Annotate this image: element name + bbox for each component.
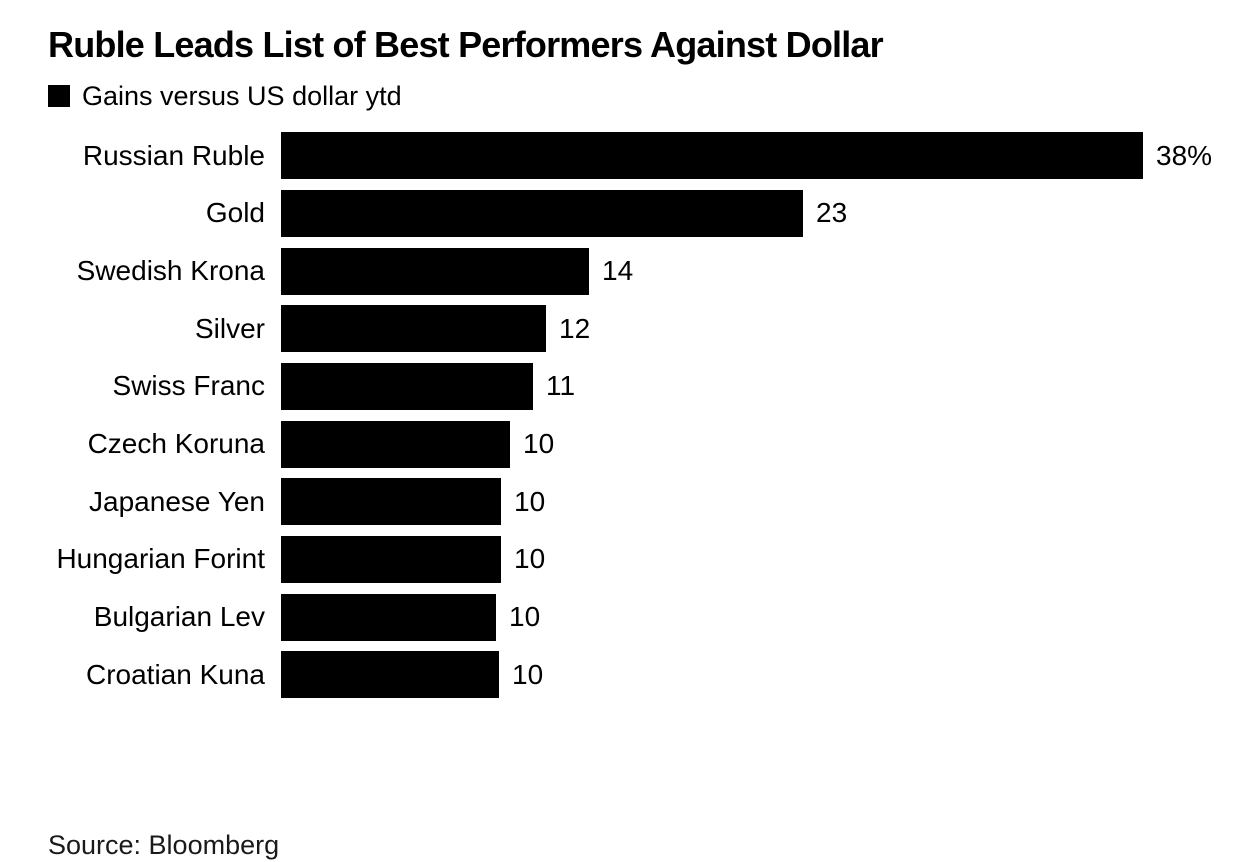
- bar-row: Swedish Krona 14: [0, 242, 1242, 300]
- bar-category-label: Swedish Krona: [76, 255, 265, 287]
- bar-category-label: Gold: [205, 197, 265, 229]
- bar-value-label: 10: [509, 601, 541, 633]
- bar: [281, 189, 803, 237]
- bar: [281, 593, 496, 641]
- bar-row: Japanese Yen 10: [0, 473, 1242, 531]
- bar: [281, 651, 499, 699]
- bar-value-label: 11: [546, 370, 576, 402]
- bar-value-label: 10: [514, 485, 546, 517]
- bar-track: 10: [281, 593, 1242, 641]
- bar: [281, 132, 1143, 180]
- bar-value-label: 10: [512, 658, 544, 690]
- legend: Gains versus US dollar ytd: [48, 80, 1194, 111]
- bar-track: 10: [281, 651, 1242, 699]
- page-title: Ruble Leads List of Best Performers Agai…: [48, 24, 884, 65]
- legend-label: Gains versus US dollar ytd: [82, 80, 402, 111]
- bar-category-label: Russian Ruble: [82, 139, 265, 171]
- bar-category-label: Japanese Yen: [89, 485, 265, 517]
- bar-value-label: 12: [559, 312, 591, 344]
- source-note: Source: Bloomberg: [48, 830, 280, 860]
- bar-category-label: Silver: [194, 312, 265, 344]
- bar-track: 38%: [281, 132, 1242, 180]
- bar-track: 10: [281, 478, 1242, 526]
- bar-value-label: 23: [816, 197, 848, 229]
- chart-container: Ruble Leads List of Best Performers Agai…: [0, 26, 1242, 862]
- bar-row: Silver 12: [0, 300, 1242, 358]
- bar-row: Bulgarian Lev 10: [0, 588, 1242, 646]
- bar-track: 14: [281, 247, 1242, 295]
- bar-row: Hungarian Forint 10: [0, 531, 1242, 589]
- bar-track: 23: [281, 189, 1242, 237]
- bar-value-label: 38%: [1156, 139, 1213, 171]
- bar-category-label: Bulgarian Lev: [93, 601, 265, 633]
- bar-track: 10: [281, 535, 1242, 583]
- bar-category-label: Hungarian Forint: [56, 543, 265, 575]
- bar-rows: Russian Ruble 38% Gold 23 Swedish Krona 14 Sil…: [0, 127, 1242, 704]
- bar: [281, 420, 510, 468]
- bar-row: Gold 23: [0, 184, 1242, 242]
- bar: [281, 305, 546, 353]
- bar-row: Russian Ruble 38%: [0, 127, 1242, 185]
- legend-swatch-icon: [48, 85, 70, 108]
- bar-row: Croatian Kuna 10: [0, 646, 1242, 704]
- bar: [281, 247, 589, 295]
- bar-row: Swiss Franc 11: [0, 358, 1242, 416]
- bar: [281, 535, 501, 583]
- bar-category-label: Croatian Kuna: [85, 658, 265, 690]
- bar-category-label: Swiss Franc: [112, 370, 265, 402]
- bar: [281, 478, 501, 526]
- bar-row: Czech Koruna 10: [0, 415, 1242, 473]
- bar-category-label: Czech Koruna: [87, 428, 265, 460]
- bar-value-label: 10: [514, 543, 546, 575]
- bar-track: 10: [281, 420, 1242, 468]
- bar-track: 11: [281, 362, 1242, 410]
- bar-value-label: 14: [602, 255, 634, 287]
- bar: [281, 362, 533, 410]
- bar-track: 12: [281, 305, 1242, 353]
- bar-value-label: 10: [523, 428, 555, 460]
